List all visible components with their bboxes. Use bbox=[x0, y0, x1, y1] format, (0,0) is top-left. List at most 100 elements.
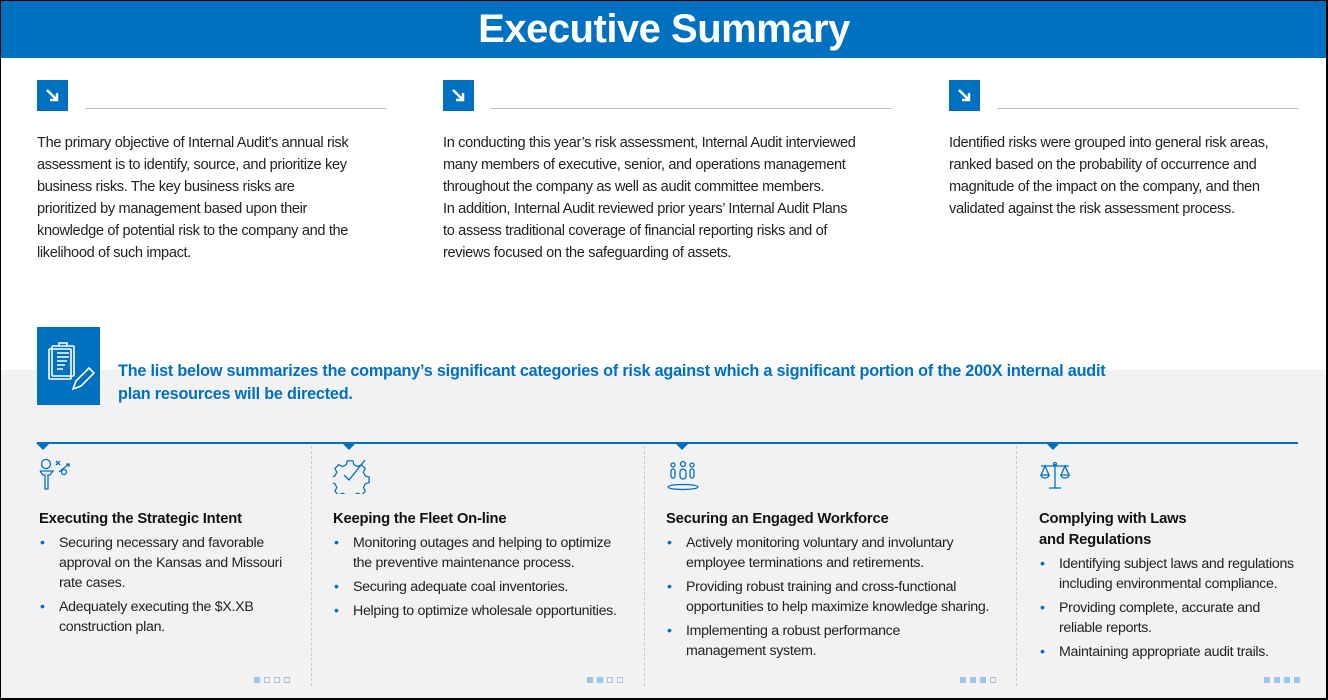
page-dot bbox=[1294, 677, 1300, 683]
text-line: to assess traditional coverage of financ… bbox=[443, 223, 828, 239]
divider bbox=[1016, 446, 1017, 686]
text-line: employee terminations and retirements. bbox=[686, 555, 924, 571]
text-line: Identifying subject laws and regulations bbox=[1059, 556, 1294, 572]
text-line: plan resources will be directed. bbox=[118, 385, 353, 403]
summary-headline: The list below summarizes the company’s … bbox=[118, 360, 1106, 406]
text-line: including environmental compliance. bbox=[1059, 576, 1278, 592]
page-dot bbox=[284, 677, 290, 683]
marker bbox=[1046, 443, 1060, 450]
text-line: Adequately executing the $X.XB bbox=[59, 599, 254, 615]
category-title: Executing the Strategic Intent bbox=[39, 509, 242, 530]
bullet-item: Providing robust training and cross-func… bbox=[666, 577, 989, 617]
text-line: knowledge of potential risk to the compa… bbox=[37, 223, 349, 239]
text-line: reliable reports. bbox=[1059, 620, 1152, 636]
category-title: Complying with Laws and Regulations bbox=[1039, 509, 1187, 551]
bullet-item: Identifying subject laws and regulations… bbox=[1039, 554, 1294, 594]
bullet-list: Actively monitoring voluntary and involu… bbox=[666, 533, 989, 665]
arrow-down-right-icon bbox=[949, 80, 980, 111]
page-dot bbox=[990, 677, 996, 683]
divider bbox=[85, 108, 386, 109]
text-line: Securing adequate coal inventories. bbox=[353, 579, 569, 595]
divider bbox=[311, 446, 312, 686]
divider bbox=[997, 108, 1298, 109]
marker bbox=[36, 443, 50, 450]
text-line: Implementing a robust performance bbox=[686, 623, 901, 639]
text-line: opportunities to help maximize knowledge… bbox=[686, 599, 990, 615]
text-line: Keeping the Fleet On-line bbox=[333, 511, 507, 527]
page-indicator bbox=[254, 677, 290, 683]
text-line: many members of executive, senior, and o… bbox=[443, 157, 846, 173]
text-line: The list below summarizes the company’s … bbox=[118, 362, 1106, 380]
text-line: Maintaining appropriate audit trails. bbox=[1059, 644, 1269, 660]
text-line: rate cases. bbox=[59, 575, 126, 591]
page-dot bbox=[617, 677, 623, 683]
text-line: likelihood of such impact. bbox=[37, 245, 191, 261]
text-line: Complying with Laws bbox=[1039, 511, 1187, 527]
text-line: Actively monitoring voluntary and involu… bbox=[686, 535, 954, 551]
bullet-item: Implementing a robust performance managem… bbox=[666, 621, 989, 661]
text-line: ranked based on the probability of occur… bbox=[949, 157, 1257, 173]
text-line: Monitoring outages and helping to optimi… bbox=[353, 535, 611, 551]
scales-icon bbox=[1039, 458, 1079, 494]
page-dot bbox=[1284, 677, 1290, 683]
page-dot bbox=[587, 677, 593, 683]
clipboard-pencil-icon bbox=[37, 327, 100, 405]
bullet-list: Identifying subject laws and regulations… bbox=[1039, 554, 1294, 666]
text-line: Identified risks were grouped into gener… bbox=[949, 135, 1269, 151]
text-line: validated against the risk assessment pr… bbox=[949, 201, 1235, 217]
text-line: reviews focused on the safeguarding of a… bbox=[443, 245, 732, 261]
marker bbox=[342, 443, 356, 450]
page-indicator bbox=[960, 677, 996, 683]
text-line: business risks. The key business risks a… bbox=[37, 179, 295, 195]
text-line: In addition, Internal Audit reviewed pri… bbox=[443, 201, 848, 217]
bullet-list: Monitoring outages and helping to optimi… bbox=[333, 533, 617, 625]
bullet-item: Providing complete, accurate and reliable… bbox=[1039, 598, 1294, 638]
people-icon bbox=[666, 458, 706, 494]
page-indicator bbox=[1264, 677, 1300, 683]
divider bbox=[491, 108, 892, 109]
text-line: throughout the company as well as audit … bbox=[443, 179, 825, 195]
text-line: Helping to optimize wholesale opportunit… bbox=[353, 603, 617, 619]
intro-text: In conducting this year’s risk assessmen… bbox=[443, 132, 856, 264]
page-dot bbox=[597, 677, 603, 683]
bullet-list: Securing necessary and favorable approval… bbox=[39, 533, 282, 641]
text-line: Executing the Strategic Intent bbox=[39, 511, 242, 527]
text-line: The primary objective of Internal Audit’… bbox=[37, 135, 349, 151]
text-line: prioritized by management based upon the… bbox=[37, 201, 308, 217]
text-line: approval on the Kansas and Missouri bbox=[59, 555, 282, 571]
bullet-item: Securing necessary and favorable approval… bbox=[39, 533, 282, 593]
category-title: Keeping the Fleet On-line bbox=[333, 509, 507, 530]
text-line: and Regulations bbox=[1039, 532, 1152, 548]
text-line: In conducting this year’s risk assessmen… bbox=[443, 135, 856, 151]
page-dot bbox=[1264, 677, 1270, 683]
text-line: Securing an Engaged Workforce bbox=[666, 511, 889, 527]
strategy-icon bbox=[39, 458, 79, 494]
bullet-item: Helping to optimize wholesale opportunit… bbox=[333, 601, 617, 621]
page-dot bbox=[1274, 677, 1280, 683]
text-line: the preventive maintenance process. bbox=[353, 555, 575, 571]
page-dot bbox=[254, 677, 260, 683]
bullet-item: Monitoring outages and helping to optimi… bbox=[333, 533, 617, 573]
divider bbox=[644, 446, 645, 686]
page-dot bbox=[970, 677, 976, 683]
page-dot bbox=[264, 677, 270, 683]
text-line: assessment is to identify, source, and p… bbox=[37, 157, 347, 173]
bullet-item: Actively monitoring voluntary and involu… bbox=[666, 533, 989, 573]
text-line: management system. bbox=[686, 643, 817, 659]
divider bbox=[37, 442, 1298, 444]
page-dot bbox=[607, 677, 613, 683]
text-line: Providing complete, accurate and bbox=[1059, 600, 1260, 616]
bullet-item: Adequately executing the $X.XB constructi… bbox=[39, 597, 282, 637]
marker bbox=[675, 443, 689, 450]
text-line: Securing necessary and favorable bbox=[59, 535, 264, 551]
category-title: Securing an Engaged Workforce bbox=[666, 509, 889, 530]
text-line: magnitude of the impact on the company, … bbox=[949, 179, 1260, 195]
arrow-down-right-icon bbox=[37, 80, 68, 111]
text-line: construction plan. bbox=[59, 619, 165, 635]
bullet-item: Maintaining appropriate audit trails. bbox=[1039, 642, 1294, 662]
page-title: Executive Summary bbox=[0, 0, 1328, 58]
page-indicator bbox=[587, 677, 623, 683]
gear-check-icon bbox=[330, 458, 373, 500]
page-dot bbox=[274, 677, 280, 683]
page-dot bbox=[980, 677, 986, 683]
